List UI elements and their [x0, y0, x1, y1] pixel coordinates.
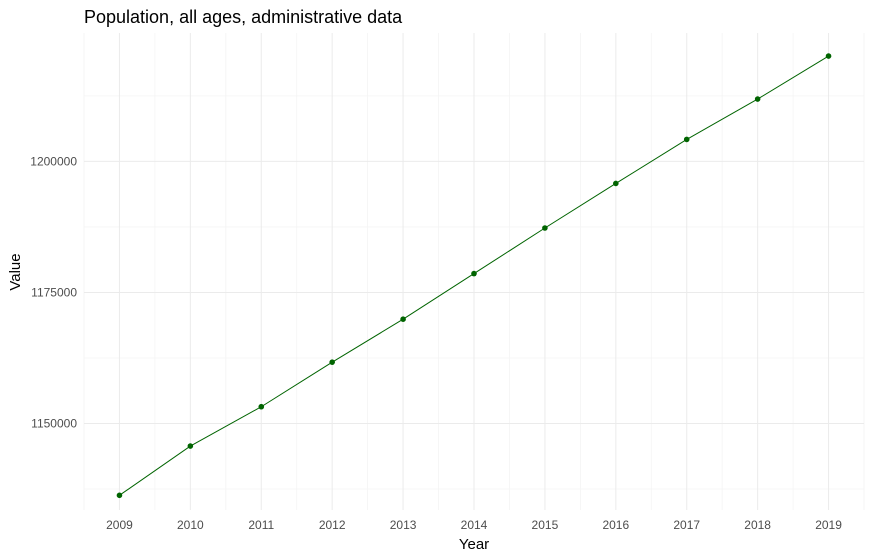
data-point [187, 443, 194, 449]
x-tick-label: 2012 [319, 518, 346, 532]
x-tick-label: 2019 [815, 518, 842, 532]
x-tick-label: 2011 [248, 518, 274, 532]
y-tick-label: 1150000 [31, 417, 77, 431]
x-tick-label: 2015 [532, 518, 559, 532]
series-layer [116, 53, 832, 499]
y-tick-label: 1175000 [31, 285, 77, 299]
x-tick-label: 2016 [602, 518, 629, 532]
x-tick-label: 2014 [461, 518, 488, 532]
x-tick-label: 2013 [390, 518, 417, 532]
chart-title: Population, all ages, administrative dat… [84, 7, 403, 27]
x-tick-label: 2018 [744, 518, 771, 532]
data-point [400, 316, 406, 323]
data-point [329, 359, 335, 365]
x-axis-ticks: 2009 2010 2011 2012 2013 2014 2015 2016 2017 2018… [106, 518, 842, 532]
data-point [683, 136, 690, 143]
data-point [258, 403, 265, 410]
y-tick-label: 1200000 [30, 154, 77, 168]
data-point [116, 492, 123, 499]
x-tick-label: 2017 [673, 518, 700, 532]
y-axis-ticks: 1150000 1175000 1200000 [30, 154, 77, 430]
x-tick-label: 2009 [106, 518, 133, 532]
x-tick-label: 2010 [177, 518, 204, 532]
y-axis-title: Value [7, 253, 24, 290]
x-axis-title: Year [459, 536, 489, 553]
data-point [825, 53, 832, 59]
data-point [542, 225, 548, 231]
data-point [754, 96, 761, 102]
data-point [613, 180, 619, 187]
data-point [471, 270, 477, 277]
